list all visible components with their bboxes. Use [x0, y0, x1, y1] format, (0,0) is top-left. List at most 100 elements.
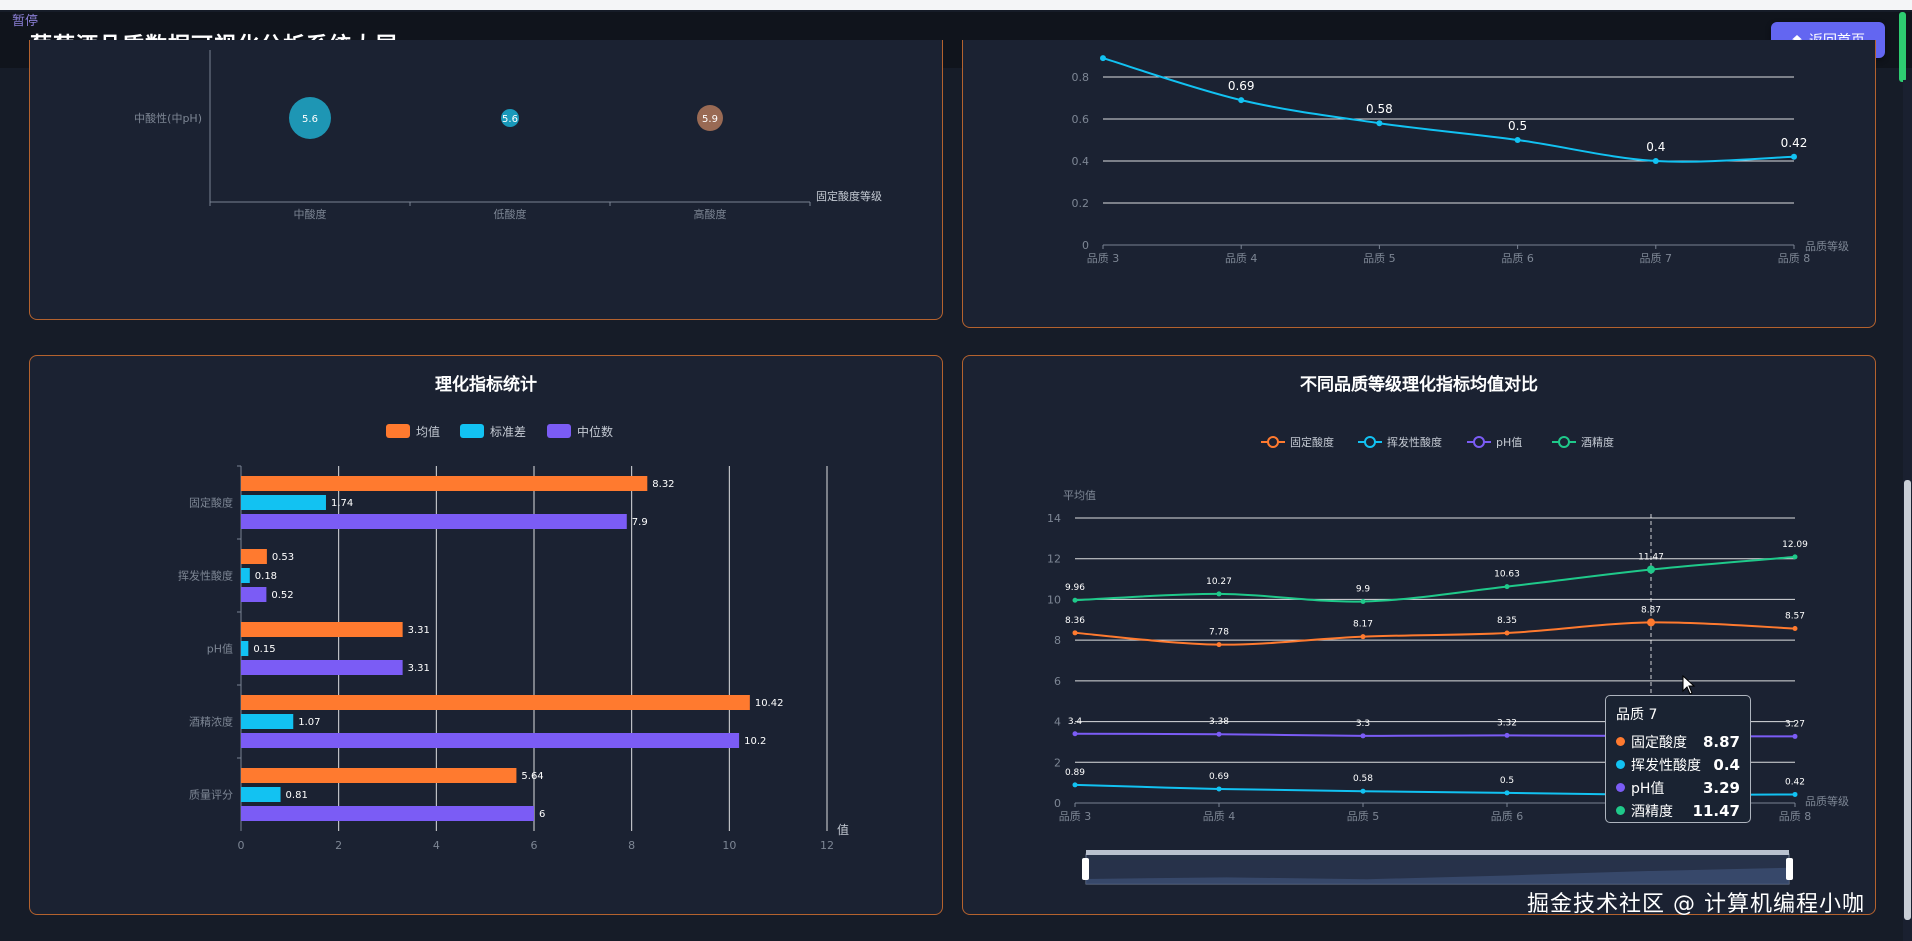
data-label: 3.32 — [1497, 718, 1517, 728]
tooltip-title: 品质 7 — [1616, 707, 1658, 723]
data-point — [1504, 732, 1510, 738]
data-point — [1216, 786, 1222, 792]
bar — [241, 660, 403, 675]
bar-label: 5.64 — [521, 771, 543, 782]
x-tick-label: 品质 5 — [1363, 252, 1396, 265]
bar — [241, 514, 627, 529]
legend-label: 均值 — [416, 424, 440, 439]
data-point — [1360, 634, 1366, 640]
bar-label: 7.9 — [632, 517, 648, 528]
x-tick-label: 品质 4 — [1203, 810, 1236, 823]
data-label: 0.42 — [1785, 777, 1805, 787]
data-point — [1360, 733, 1366, 739]
scrollbar-thumb[interactable] — [1904, 480, 1911, 920]
tooltip-value: 11.47 — [1692, 801, 1740, 820]
y-tick-label: 6 — [1054, 675, 1061, 688]
y-category-label: 中酸性(中pH) — [134, 111, 202, 125]
bubble-point — [697, 105, 723, 131]
data-label: 8.87 — [1641, 605, 1661, 615]
bubble-label: 5.6 — [502, 114, 518, 125]
bar — [241, 549, 267, 564]
legend-label: 中位数 — [577, 424, 613, 439]
data-point — [1376, 120, 1383, 127]
y-axis-title: 平均值 — [1063, 489, 1096, 502]
tooltip-dot — [1616, 783, 1625, 792]
y-tick-label: 固定酸度 — [189, 496, 233, 510]
y-tick-label: 0 — [1054, 797, 1061, 810]
data-point — [1072, 782, 1078, 788]
data-point — [1792, 791, 1798, 797]
y-tick-label: 0.8 — [1072, 71, 1090, 84]
legend-label: 酒精度 — [1581, 435, 1614, 449]
y-tick-label: 0.2 — [1072, 197, 1090, 210]
data-point — [1216, 591, 1222, 597]
x-tick-label: 12 — [820, 839, 834, 852]
data-label: 0.58 — [1353, 774, 1373, 784]
zoom-slider-preview — [1086, 867, 1789, 884]
data-label: 8.35 — [1497, 616, 1517, 626]
data-point — [1360, 788, 1366, 794]
bar — [241, 787, 281, 802]
data-label: 0.5 — [1508, 119, 1527, 133]
bar — [241, 622, 403, 637]
volatile-acidity-line-chart: 0 0.2 0.4 0.6 0.8 品质 3 品质 4 品质 5 品质 6 品质 7 品质 8品质等… — [1072, 55, 1849, 265]
y-tick-label: 0 — [1082, 239, 1089, 252]
bar-label: 3.31 — [408, 625, 430, 636]
data-label: 12.09 — [1782, 540, 1808, 550]
data-point — [1100, 55, 1106, 62]
series-line — [1074, 621, 1796, 646]
bar-label: 10.42 — [755, 698, 784, 709]
data-label: 0.89 — [1065, 768, 1085, 778]
tooltip-series-name: 固定酸度 — [1631, 734, 1687, 751]
x-tick-label: 品质 3 — [1087, 252, 1120, 265]
chart-tooltip: 品质 7 固定酸度 8.87 挥发性酸度 0.4 pH值 3.29 酒精度 11… — [1605, 695, 1751, 823]
tooltip-dot — [1616, 806, 1625, 815]
data-label: 9.9 — [1356, 584, 1371, 594]
bar — [241, 714, 294, 729]
legend-label: pH值 — [1496, 436, 1522, 449]
y-tick-label: 14 — [1047, 512, 1061, 525]
bar — [241, 695, 750, 710]
mouse-cursor-icon — [1682, 675, 1696, 695]
y-tick-label: 8 — [1054, 634, 1061, 647]
browser-top-strip — [0, 0, 1912, 10]
legend-marker — [1364, 436, 1376, 448]
stats-chart-title: 理化指标统计 — [435, 375, 537, 395]
data-label: 7.78 — [1209, 628, 1229, 638]
y-tick-label: 挥发性酸度 — [178, 569, 233, 583]
bar-label: 8.32 — [652, 479, 674, 490]
y-tick-label: 10 — [1047, 593, 1061, 606]
data-point — [1504, 584, 1510, 590]
bar — [241, 641, 249, 656]
bubble-label: 5.6 — [302, 114, 318, 125]
bar — [241, 476, 648, 491]
x-tick-label: 8 — [628, 839, 635, 852]
series-line — [1102, 57, 1795, 163]
bar — [241, 733, 740, 748]
y-tick-label: 2 — [1054, 756, 1061, 769]
pause-label[interactable]: 暂停 — [12, 14, 39, 29]
tooltip-dot — [1616, 737, 1625, 746]
x-tick-label: 品质 8 — [1779, 810, 1812, 823]
legend-label: 固定酸度 — [1290, 435, 1334, 449]
y-tick-label: 0.4 — [1072, 155, 1090, 168]
x-tick-label: 品质 4 — [1225, 252, 1258, 265]
x-axis-title: 品质等级 — [1805, 794, 1849, 808]
tooltip-row: 挥发性酸度 0.4 — [1616, 753, 1740, 776]
bar — [241, 768, 517, 783]
data-point — [1072, 597, 1078, 603]
x-tick-label: 品质 6 — [1491, 810, 1524, 823]
legend-swatch — [547, 424, 571, 438]
bar — [241, 806, 534, 821]
stats-bar-panel: 理化指标统计 均值 标准差 中位数 0 2 4 6 8 10 12 值 固定酸度 8.32 1.74 7.9… — [29, 355, 943, 915]
tooltip-row: 固定酸度 8.87 — [1616, 730, 1740, 753]
zoom-slider-handle-right — [1786, 858, 1793, 880]
data-label: 3.38 — [1209, 717, 1229, 727]
x-tick-label: 低酸度 — [494, 207, 527, 221]
bar-label: 10.2 — [744, 736, 766, 747]
y-tick-label: 质量评分 — [189, 789, 233, 802]
data-label: 8.57 — [1785, 612, 1805, 622]
bar-label: 0.81 — [286, 790, 308, 801]
bar-label: 1.74 — [331, 498, 353, 509]
data-point — [1504, 630, 1510, 636]
